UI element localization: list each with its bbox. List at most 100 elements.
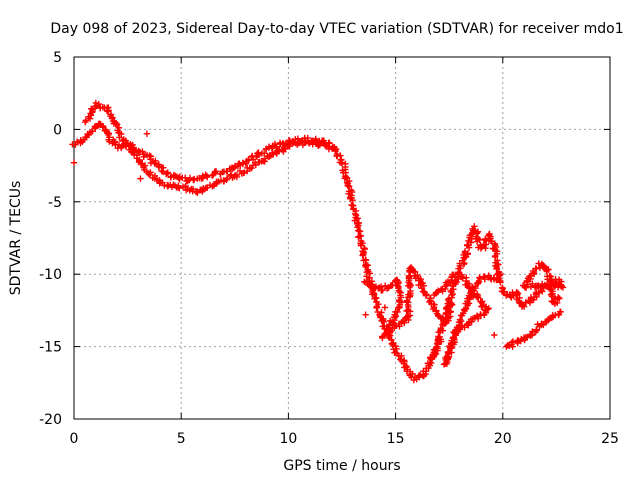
data-point [456,316,464,323]
data-point [473,230,481,237]
data-point [219,168,226,176]
data-point [202,171,209,178]
data-point [519,282,527,289]
data-point [355,233,362,240]
data-point [99,123,107,131]
data-point [255,149,262,156]
data-point [554,284,562,291]
data-point [558,283,565,290]
data-point [349,196,356,204]
y-tick-label: -5 [48,195,62,211]
data-point [91,103,99,110]
data-point [449,339,456,347]
data-point [500,288,508,295]
data-point [451,329,458,337]
data-point [199,174,207,182]
chart-title: Day 098 of 2023, Sidereal Day-to-day VTE… [50,21,623,37]
data-point [497,271,504,278]
data-point [530,269,537,276]
data-point [524,334,531,341]
data-point [475,294,482,302]
data-point [492,252,499,260]
data-point [390,346,397,353]
data-point [260,150,268,157]
data-point [508,341,515,348]
x-tick-label: 0 [70,431,79,447]
data-point [281,144,288,152]
data-point [223,176,230,184]
data-point [432,344,440,352]
data-point [492,262,499,269]
data-point [427,297,434,305]
grid-lines [74,57,610,419]
data-point [162,170,170,178]
data-point [476,274,483,281]
data-point [104,108,111,115]
data-point [360,257,367,264]
data-point [113,120,120,127]
x-tick-label: 10 [279,431,297,447]
data-point [463,320,471,328]
data-point [354,224,361,231]
data-point [485,305,492,312]
data-point [88,105,95,112]
data-point [296,138,303,145]
data-point [557,308,564,316]
data-point [412,275,419,282]
data-point [146,152,153,159]
data-point [441,283,449,290]
data-point [96,120,103,127]
data-point [95,100,102,108]
data-point [285,142,292,149]
data-point [493,276,500,284]
data-point [443,304,450,312]
data-point [379,286,386,294]
data-point [113,121,121,128]
data-point [531,284,539,291]
outlier-point [137,175,144,182]
data-point [523,278,531,285]
data-point [146,171,154,178]
data-point [401,319,408,327]
data-point [231,163,239,171]
outlier-point [362,311,369,318]
tick-labels: 0 5 10 15 20 25 5 0 -5 -10 -15 -20 [39,50,619,447]
data-point [271,140,279,148]
data-point [426,359,433,367]
outlier-point [491,331,498,339]
data-point [212,168,220,175]
y-axis-label: SDTVAR / TECUs [8,181,24,296]
data-point [357,242,365,249]
data-point [423,291,430,298]
axis-ticks [73,56,611,420]
outlier-point [70,159,78,166]
data-point [373,304,381,311]
data-point [465,322,472,329]
data-point [428,300,435,307]
data-point [176,185,183,192]
y-tick-label: -20 [39,412,62,428]
data-point [445,295,453,302]
data-point [236,167,244,175]
data-point [440,361,448,368]
y-tick-label: -15 [39,340,62,356]
data-point [465,300,473,307]
data-point [158,167,165,175]
data-point [395,304,403,312]
data-point [387,328,394,335]
data-point [103,107,111,114]
x-axis-label: GPS time / hours [283,458,400,474]
data-point [464,241,471,249]
data-point [473,294,481,301]
data-point [535,289,543,296]
data-point [124,139,131,147]
data-point [418,285,426,292]
outlier-point [381,304,389,311]
plot-frame [73,56,611,420]
data-point [116,134,123,141]
data-point [249,156,257,163]
y-tick-label: 0 [53,122,62,138]
data-point [409,370,416,378]
data-point [517,337,524,345]
